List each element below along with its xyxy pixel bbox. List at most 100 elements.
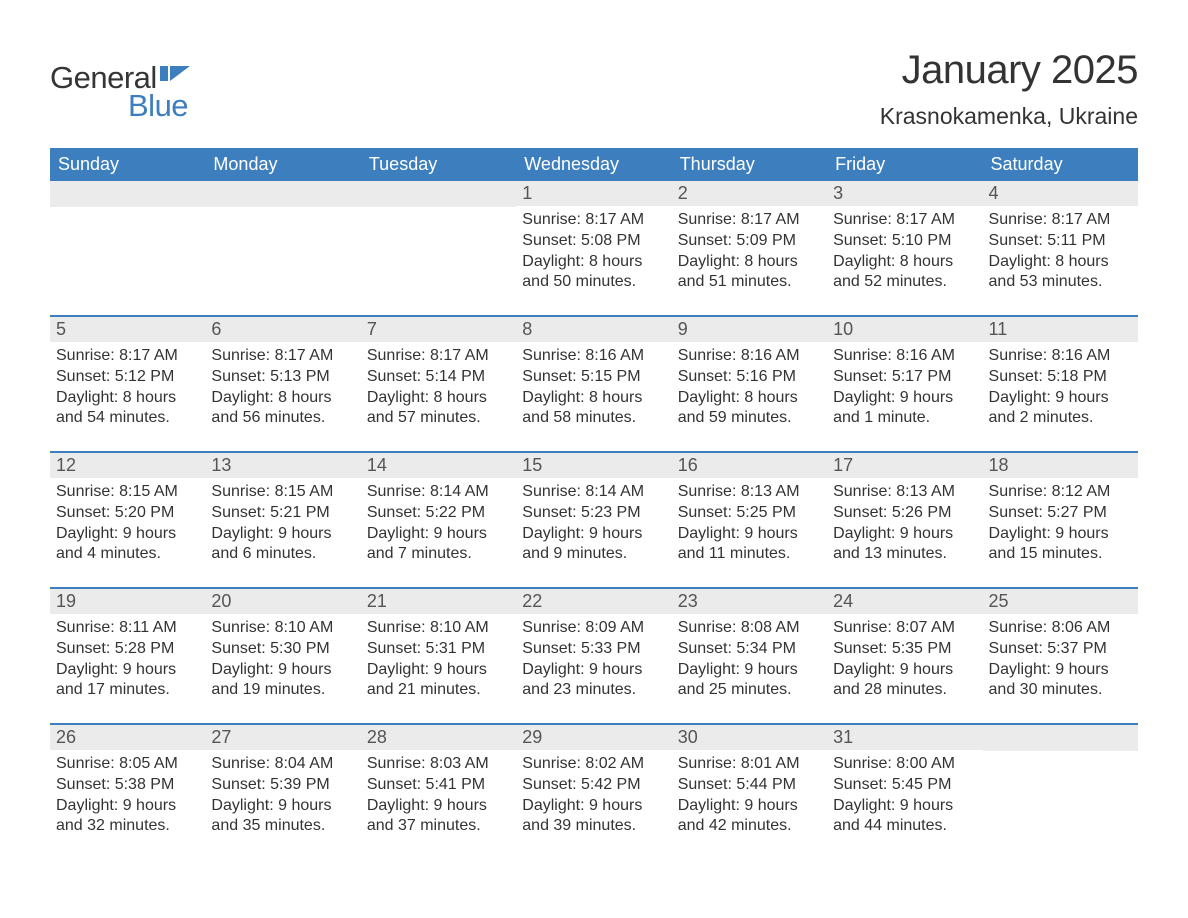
header: General Blue January 2025 Krasnokamenka,… [50, 48, 1138, 130]
day-cell: 16 Sunrise: 8:13 AMSunset: 5:25 PMDayligh… [672, 452, 827, 588]
sunrise-text: Sunrise: 8:08 AM [678, 618, 821, 639]
day-data: Sunrise: 8:17 AMSunset: 5:08 PMDaylight:… [516, 206, 671, 297]
day-data: Sunrise: 8:16 AMSunset: 5:18 PMDaylight:… [983, 342, 1138, 433]
day-data: Sunrise: 8:17 AMSunset: 5:12 PMDaylight:… [50, 342, 205, 433]
day-cell: 10Sunrise: 8:16 AMSunset: 5:17 PMDayligh… [827, 316, 982, 452]
day-number: 6 [205, 317, 360, 342]
day-number: 25 [983, 589, 1138, 614]
sunrise-text: Sunrise: 8:02 AM [522, 754, 665, 775]
day-cell: 3Sunrise: 8:17 AMSunset: 5:10 PMDaylight… [827, 181, 982, 316]
sunset-text: Sunset: 5:10 PM [833, 231, 976, 252]
daylight-text: Daylight: 8 hours and 58 minutes. [522, 388, 665, 430]
sunset-text: Sunset: 5:11 PM [989, 231, 1132, 252]
day-data: Sunrise: 8:09 AMSunset: 5:33 PMDaylight:… [516, 614, 671, 705]
weekday-header: Thursday [672, 148, 827, 181]
day-data: Sunrise: 8:17 AMSunset: 5:13 PMDaylight:… [205, 342, 360, 433]
day-data: Sunrise: 8:00 AMSunset: 5:45 PMDaylight:… [827, 750, 982, 841]
weekday-header: Friday [827, 148, 982, 181]
sunrise-text: Sunrise: 8:13 AM [678, 482, 821, 503]
day-cell: 20Sunrise: 8:10 AMSunset: 5:30 PMDayligh… [205, 588, 360, 724]
day-number: 17 [827, 453, 982, 478]
sunset-text: Sunset: 5:30 PM [211, 639, 354, 660]
sunrise-text: Sunrise: 8:13 AM [833, 482, 976, 503]
day-number: 31 [827, 725, 982, 750]
day-number: 20 [205, 589, 360, 614]
sunset-text: Sunset: 5:35 PM [833, 639, 976, 660]
daylight-text: Daylight: 9 hours and 44 minutes. [833, 796, 976, 838]
daylight-text: Daylight: 8 hours and 54 minutes. [56, 388, 199, 430]
day-data: Sunrise: 8:16 AMSunset: 5:16 PMDaylight:… [672, 342, 827, 433]
day-cell: 24Sunrise: 8:07 AMSunset: 5:35 PMDayligh… [827, 588, 982, 724]
weekday-header: Monday [205, 148, 360, 181]
sunrise-text: Sunrise: 8:16 AM [989, 346, 1132, 367]
daylight-text: Daylight: 9 hours and 39 minutes. [522, 796, 665, 838]
daylight-text: Daylight: 9 hours and 30 minutes. [989, 660, 1132, 702]
day-number: 22 [516, 589, 671, 614]
daylight-text: Daylight: 9 hours and 11 minutes. [678, 524, 821, 566]
day-number: 27 [205, 725, 360, 750]
day-number [205, 181, 360, 207]
day-data: Sunrise: 8:17 AMSunset: 5:10 PMDaylight:… [827, 206, 982, 297]
day-number: 30 [672, 725, 827, 750]
sunset-text: Sunset: 5:37 PM [989, 639, 1132, 660]
daylight-text: Daylight: 9 hours and 6 minutes. [211, 524, 354, 566]
sunset-text: Sunset: 5:34 PM [678, 639, 821, 660]
day-number: 16 [672, 453, 827, 478]
day-cell: 27Sunrise: 8:04 AMSunset: 5:39 PMDayligh… [205, 724, 360, 859]
week-row: 19Sunrise: 8:11 AMSunset: 5:28 PMDayligh… [50, 588, 1138, 724]
daylight-text: Daylight: 9 hours and 28 minutes. [833, 660, 976, 702]
day-cell: 18Sunrise: 8:12 AMSunset: 5:27 PMDayligh… [983, 452, 1138, 588]
weekday-header: Sunday [50, 148, 205, 181]
sunrise-text: Sunrise: 8:09 AM [522, 618, 665, 639]
day-number: 10 [827, 317, 982, 342]
week-row: 1Sunrise: 8:17 AMSunset: 5:08 PMDaylight… [50, 181, 1138, 316]
sunset-text: Sunset: 5:45 PM [833, 775, 976, 796]
sunrise-text: Sunrise: 8:17 AM [56, 346, 199, 367]
day-cell: 7Sunrise: 8:17 AMSunset: 5:14 PMDaylight… [361, 316, 516, 452]
sunset-text: Sunset: 5:27 PM [989, 503, 1132, 524]
sunrise-text: Sunrise: 8:16 AM [522, 346, 665, 367]
logo-text-blue: Blue [128, 88, 190, 124]
week-row: 5Sunrise: 8:17 AMSunset: 5:12 PMDaylight… [50, 316, 1138, 452]
sunrise-text: Sunrise: 8:10 AM [367, 618, 510, 639]
day-cell: 11Sunrise: 8:16 AMSunset: 5:18 PMDayligh… [983, 316, 1138, 452]
daylight-text: Daylight: 9 hours and 4 minutes. [56, 524, 199, 566]
daylight-text: Daylight: 9 hours and 32 minutes. [56, 796, 199, 838]
sunrise-text: Sunrise: 8:05 AM [56, 754, 199, 775]
day-number: 11 [983, 317, 1138, 342]
day-number: 9 [672, 317, 827, 342]
sunset-text: Sunset: 5:16 PM [678, 367, 821, 388]
day-data: Sunrise: 8:17 AMSunset: 5:11 PMDaylight:… [983, 206, 1138, 297]
day-number: 26 [50, 725, 205, 750]
day-number [361, 181, 516, 207]
sunrise-text: Sunrise: 8:16 AM [678, 346, 821, 367]
calendar-page: General Blue January 2025 Krasnokamenka,… [0, 0, 1188, 918]
sunrise-text: Sunrise: 8:07 AM [833, 618, 976, 639]
day-data: Sunrise: 8:01 AMSunset: 5:44 PMDaylight:… [672, 750, 827, 841]
sunset-text: Sunset: 5:44 PM [678, 775, 821, 796]
day-cell: 2Sunrise: 8:17 AMSunset: 5:09 PMDaylight… [672, 181, 827, 316]
sunrise-text: Sunrise: 8:00 AM [833, 754, 976, 775]
day-data: Sunrise: 8:15 AMSunset: 5:20 PMDaylight:… [50, 478, 205, 569]
day-data: Sunrise: 8:05 AMSunset: 5:38 PMDaylight:… [50, 750, 205, 841]
sunrise-text: Sunrise: 8:11 AM [56, 618, 199, 639]
daylight-text: Daylight: 9 hours and 35 minutes. [211, 796, 354, 838]
day-number: 23 [672, 589, 827, 614]
daylight-text: Daylight: 9 hours and 37 minutes. [367, 796, 510, 838]
week-row: 12Sunrise: 8:15 AMSunset: 5:20 PMDayligh… [50, 452, 1138, 588]
day-number: 19 [50, 589, 205, 614]
sunset-text: Sunset: 5:08 PM [522, 231, 665, 252]
day-cell: 17Sunrise: 8:13 AMSunset: 5:26 PMDayligh… [827, 452, 982, 588]
day-number: 18 [983, 453, 1138, 478]
location-text: Krasnokamenka, Ukraine [880, 103, 1138, 130]
sunset-text: Sunset: 5:25 PM [678, 503, 821, 524]
day-number: 8 [516, 317, 671, 342]
day-data: Sunrise: 8:03 AMSunset: 5:41 PMDaylight:… [361, 750, 516, 841]
day-data: Sunrise: 8:14 AMSunset: 5:23 PMDaylight:… [516, 478, 671, 569]
day-cell [983, 724, 1138, 859]
daylight-text: Daylight: 8 hours and 50 minutes. [522, 252, 665, 294]
day-number: 14 [361, 453, 516, 478]
day-data: Sunrise: 8:16 AMSunset: 5:15 PMDaylight:… [516, 342, 671, 433]
calendar-table: Sunday Monday Tuesday Wednesday Thursday… [50, 148, 1138, 859]
day-cell: 12Sunrise: 8:15 AMSunset: 5:20 PMDayligh… [50, 452, 205, 588]
